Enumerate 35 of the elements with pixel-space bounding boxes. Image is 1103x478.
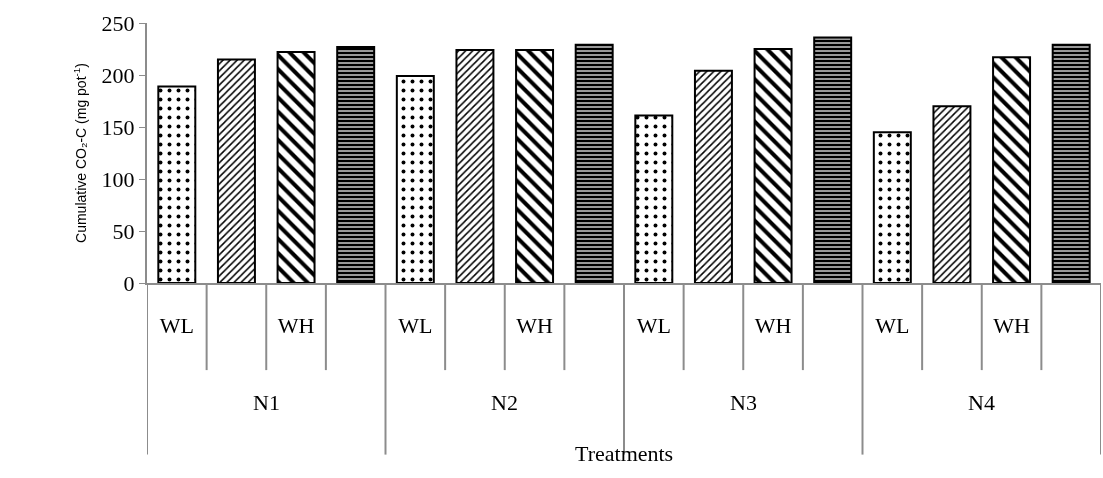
- x-tick-label: WH: [754, 313, 792, 339]
- x-tick-label: WH: [516, 313, 553, 339]
- bar: [395, 75, 435, 283]
- text: N4: [968, 390, 995, 415]
- text: N3: [730, 390, 757, 415]
- x-tick-label: WL: [398, 313, 433, 339]
- x-tick-label: WL: [159, 313, 194, 339]
- bar: [693, 69, 733, 283]
- text: N1: [253, 390, 280, 415]
- bar: [455, 49, 495, 283]
- bar: [574, 43, 614, 283]
- x-axis-title: Treatments: [575, 441, 674, 466]
- bar: [276, 51, 316, 283]
- bar: [992, 56, 1032, 283]
- y-tick-label: 50: [112, 218, 135, 244]
- y-tick-label: 100: [101, 166, 135, 192]
- y-tick-label: 200: [101, 62, 135, 88]
- x-tick-label: WH: [993, 313, 1030, 339]
- x-tick-label: WL: [636, 313, 671, 339]
- bar: [157, 85, 197, 283]
- bar: [336, 45, 376, 283]
- y-tick-label: 250: [101, 10, 135, 36]
- bar: [932, 105, 972, 283]
- x-tick-label: WL: [875, 313, 910, 339]
- bar: [753, 48, 793, 283]
- y-tick-label: 150: [101, 114, 135, 140]
- y-tick-label: 0: [123, 270, 135, 296]
- bar: [515, 49, 555, 283]
- bar: [634, 114, 674, 283]
- bar: [216, 58, 256, 283]
- text: N2: [491, 390, 518, 415]
- x-tick-label: WH: [277, 313, 315, 339]
- bar: [813, 36, 853, 283]
- bar: [872, 131, 912, 283]
- bar: [1051, 43, 1091, 283]
